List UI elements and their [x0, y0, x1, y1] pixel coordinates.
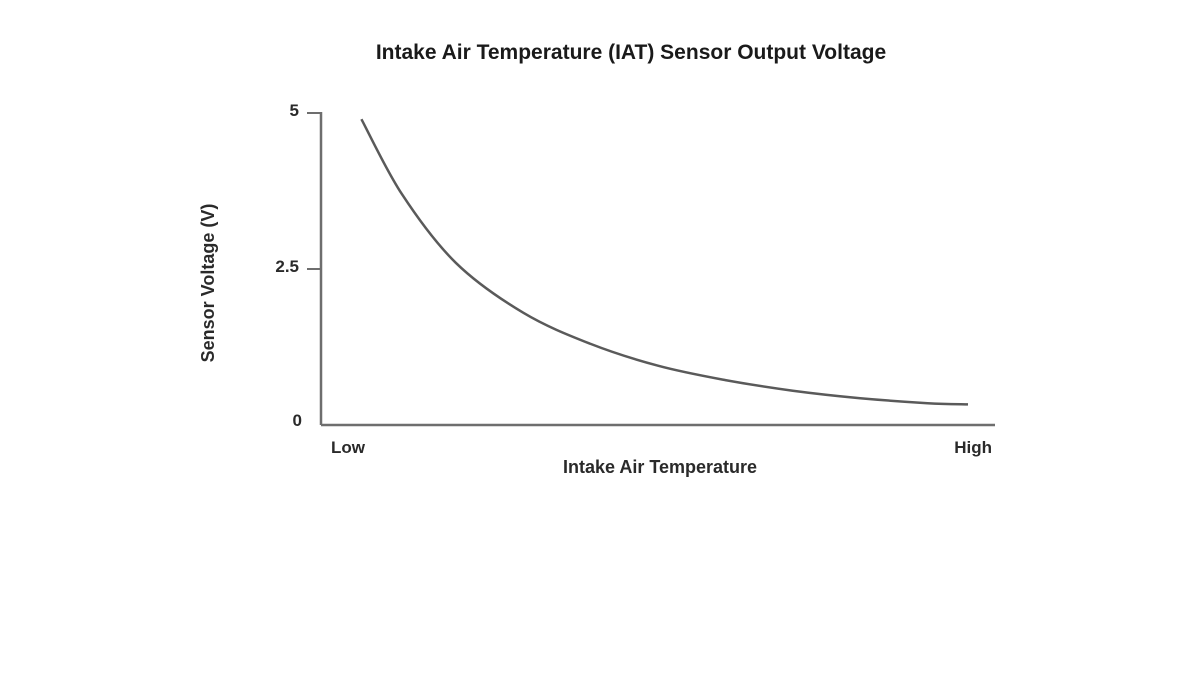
- y-tick-label: 2.5: [275, 257, 299, 276]
- y-tick-label: 0: [293, 411, 302, 430]
- series-group: [360, 118, 969, 406]
- y-axis-label: Sensor Voltage (V): [198, 204, 218, 363]
- x-tick-label: Low: [331, 438, 366, 457]
- x-axis-tick-labels: Low High: [331, 438, 992, 457]
- y-axis-ticks: 02.55: [275, 101, 321, 430]
- x-axis-label: Intake Air Temperature: [563, 457, 757, 477]
- y-tick-label: 5: [290, 101, 299, 120]
- x-tick-label: High: [954, 438, 992, 457]
- voltage-curve-line: [360, 118, 969, 406]
- chart-title: Intake Air Temperature (IAT) Sensor Outp…: [376, 41, 886, 64]
